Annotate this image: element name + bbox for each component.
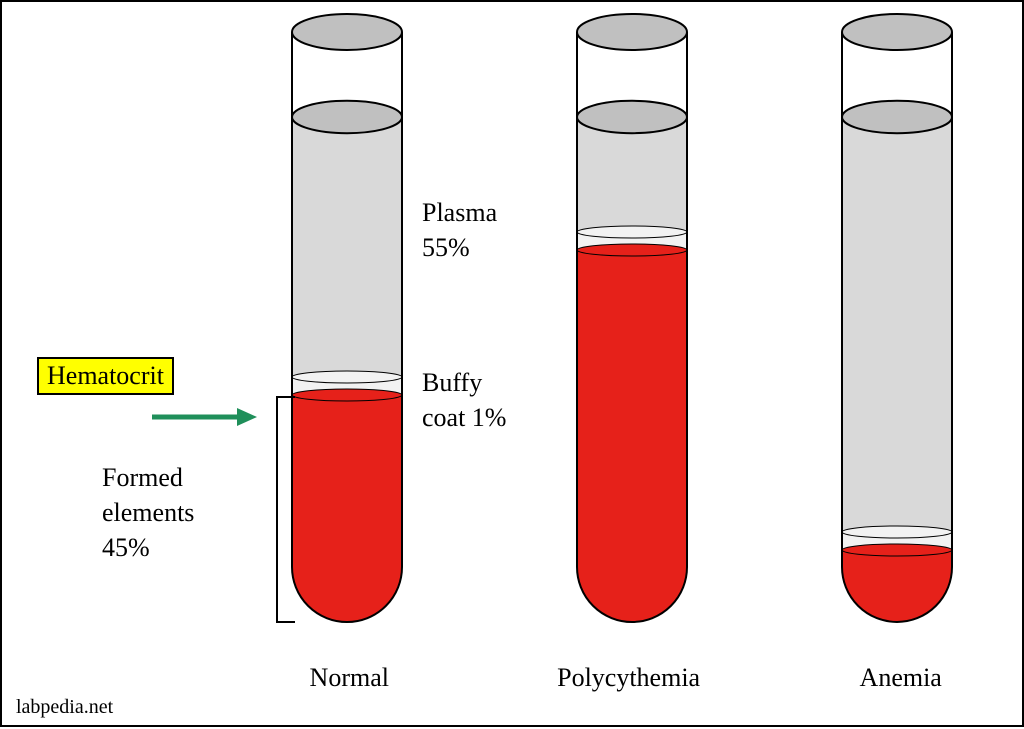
- caption-normal: Normal: [310, 662, 389, 693]
- caption-anemia: Anemia: [860, 662, 942, 693]
- formed-elements-label-line1: Formed: [102, 462, 183, 493]
- buffy-coat-label-line2: coat 1%: [422, 402, 506, 433]
- buffy-coat-label-line1: Buffy: [422, 367, 482, 398]
- plasma-label-line1: Plasma: [422, 197, 497, 228]
- diagram-frame: Hematocrit Plasma 55% Buffy coat 1% Form…: [0, 0, 1024, 727]
- plasma-label-line2: 55%: [422, 232, 470, 263]
- hematocrit-label-box: Hematocrit: [37, 357, 174, 395]
- formed-elements-label-line3: 45%: [102, 532, 150, 563]
- formed-elements-label-line2: elements: [102, 497, 194, 528]
- watermark-text: labpedia.net: [16, 696, 113, 719]
- caption-polycythemia: Polycythemia: [557, 662, 700, 693]
